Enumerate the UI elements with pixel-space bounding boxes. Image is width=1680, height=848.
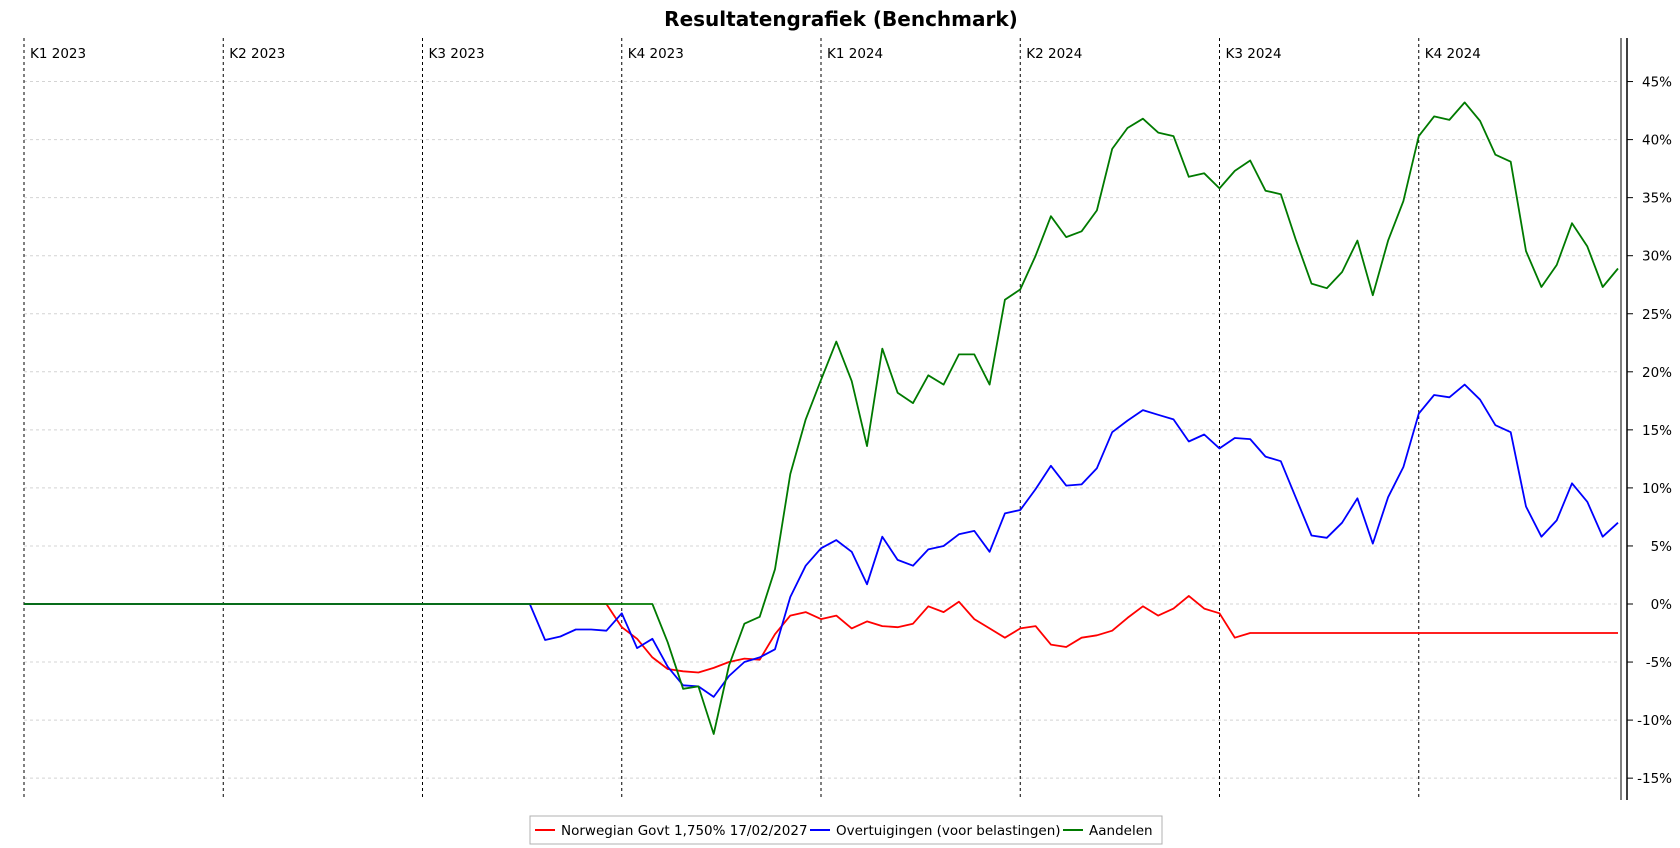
y-tick-label: 0% [1651, 597, 1673, 613]
y-tick-label: 45% [1642, 75, 1672, 91]
y-tick-label: 35% [1642, 191, 1672, 207]
y-tick-label: 25% [1642, 307, 1672, 323]
chart-title: Resultatengrafiek (Benchmark) [664, 7, 1018, 31]
y-tick-label: 5% [1651, 539, 1673, 555]
quarter-layer: K1 2023 K2 2023 K3 2023 K4 2023 K1 2024 K2 20… [23, 38, 1481, 800]
grid-layer [24, 81, 1620, 779]
quarter-label: K3 2024 [1226, 46, 1282, 62]
y-tick-label: 30% [1642, 249, 1672, 265]
y-tick-label: 15% [1642, 423, 1672, 439]
quarter-label: K3 2023 [429, 46, 485, 62]
y-tick-label: 40% [1642, 133, 1672, 149]
legend-box [529, 815, 1163, 845]
y-tick-label: 10% [1642, 481, 1672, 497]
legend: Norwegian Govt 1,750% 17/02/2027 Overtuig… [529, 815, 1163, 845]
series-layer [24, 101, 1619, 735]
legend-label: Overtuigingen (voor belastingen) [836, 823, 1061, 839]
quarter-label: K4 2023 [628, 46, 684, 62]
y-axis: -15% -10% -5% 0% 5% 10% 15% 20% 25% 30% 35% 40% 45% [1620, 38, 1673, 800]
quarter-label: K1 2024 [827, 46, 883, 62]
quarter-label: K2 2023 [229, 46, 285, 62]
y-tick-label: -15% [1637, 771, 1672, 787]
y-tick-label: 20% [1642, 365, 1672, 381]
quarter-label: K4 2024 [1425, 46, 1481, 62]
series-line-3 [24, 101, 1619, 735]
legend-label: Aandelen [1089, 823, 1153, 839]
y-tick-label: -5% [1646, 655, 1672, 671]
y-tick-label: -10% [1637, 713, 1672, 729]
quarter-label: K2 2024 [1026, 46, 1082, 62]
legend-label: Norwegian Govt 1,750% 17/02/2027 [561, 823, 808, 839]
quarter-label: K1 2023 [30, 46, 86, 62]
